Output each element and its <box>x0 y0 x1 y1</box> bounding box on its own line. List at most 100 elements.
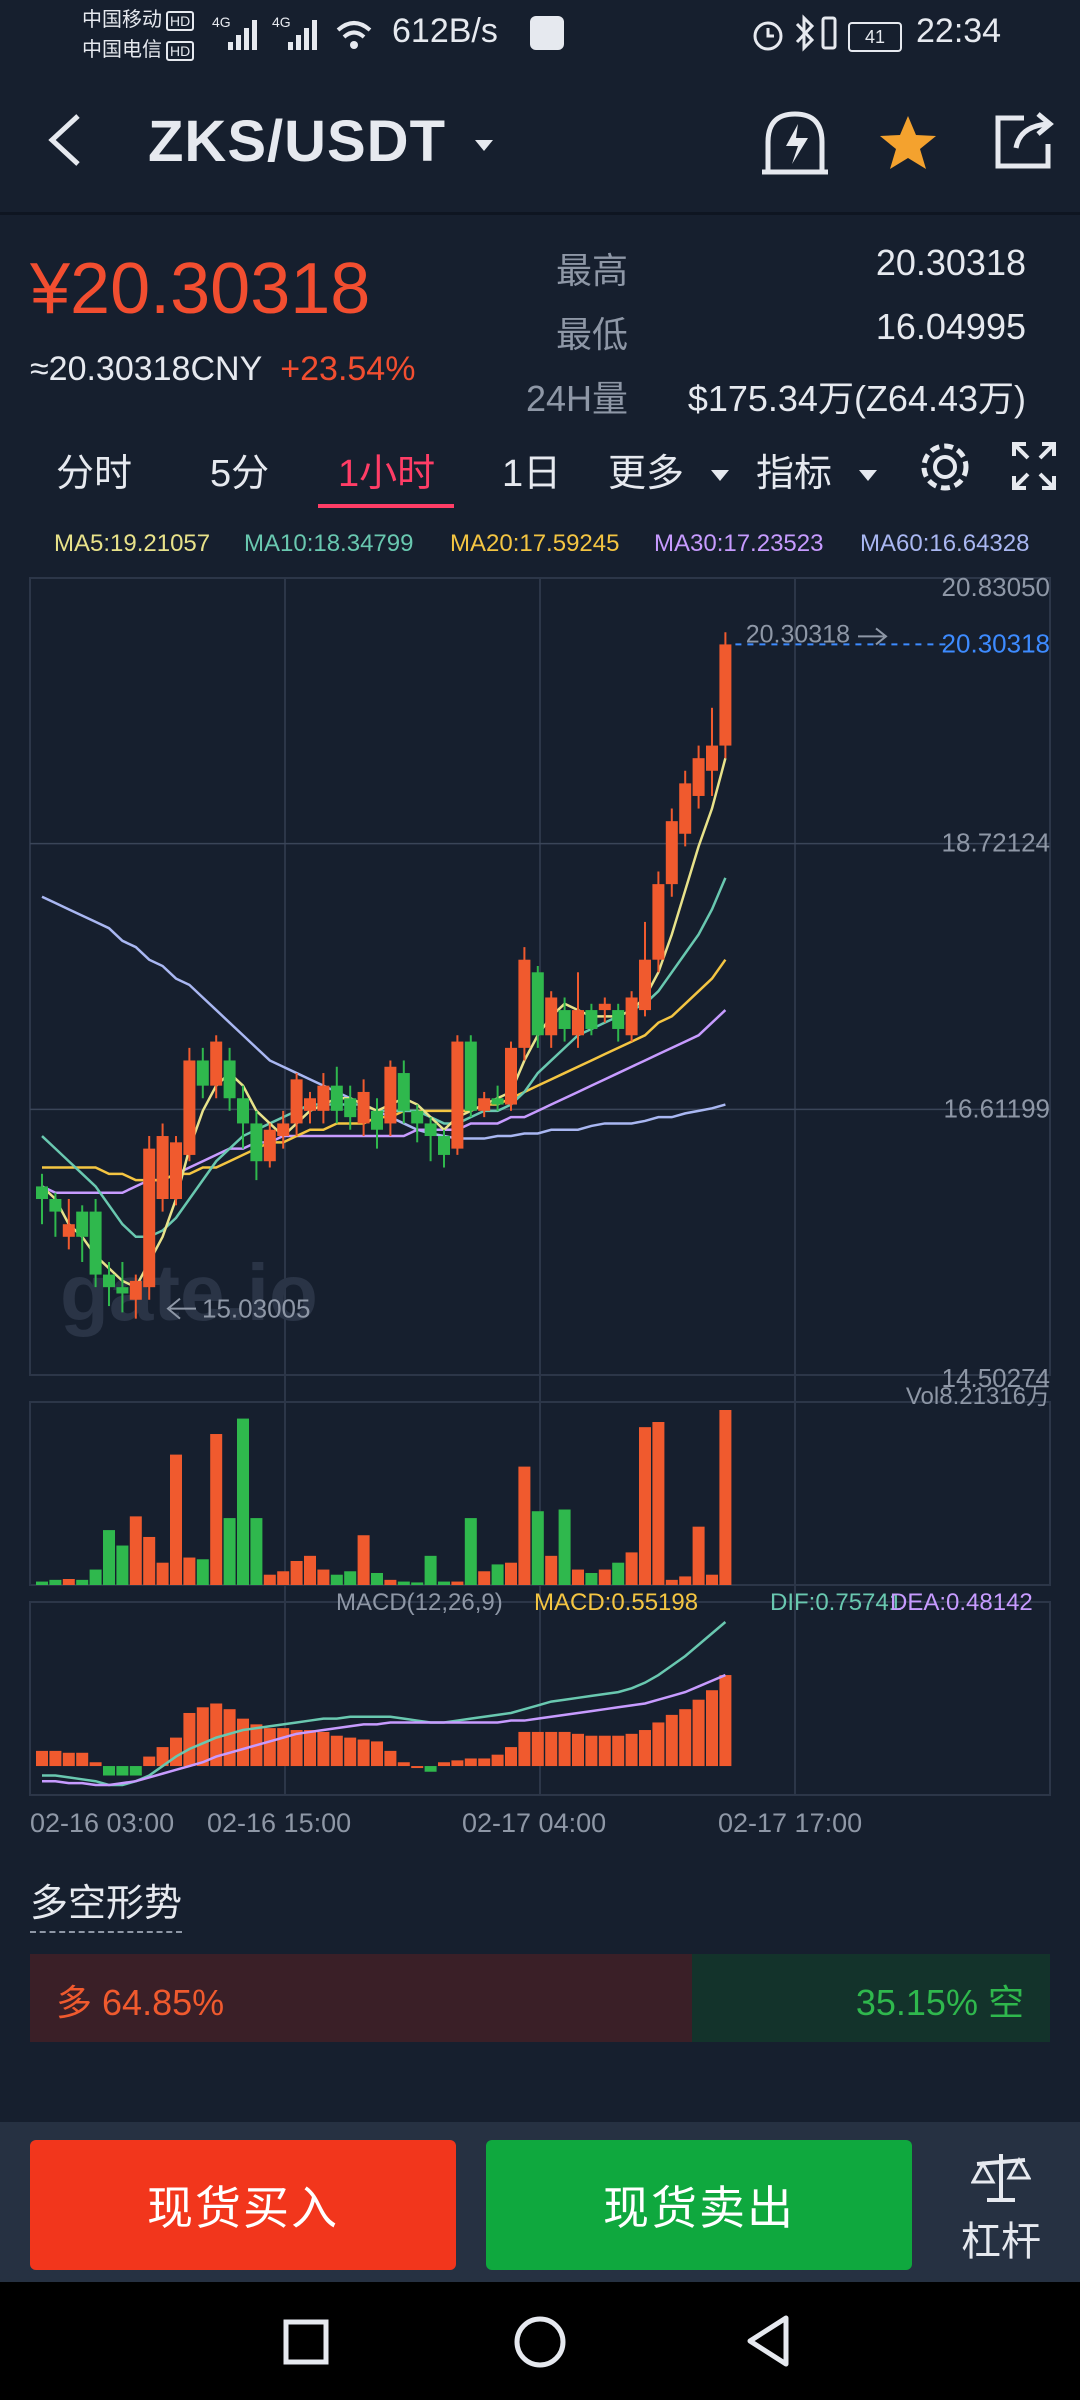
spot-sell-button[interactable]: 现货卖出 <box>486 2140 912 2270</box>
axis-labels: 20.83050 18.72124 16.61199 14.50274 20.30318… <box>30 572 1050 1838</box>
volume-bar <box>62 1578 75 1585</box>
status-bar: 中国移动 HD 中国电信 HD 4G 4G 612B/s 41 22:34 <box>0 0 1080 72</box>
volume-bar <box>330 1574 343 1585</box>
candle-body <box>357 1091 370 1124</box>
settings-gear-icon[interactable] <box>916 438 974 496</box>
low-price-label: 15.03005 <box>202 1294 310 1324</box>
dea-value: DEA:0.48142 <box>890 1589 1033 1616</box>
macd-bar <box>103 1766 115 1776</box>
volume-bar <box>250 1518 263 1585</box>
candle-body <box>384 1066 397 1124</box>
macd-bar <box>183 1712 196 1767</box>
alarm-icon <box>753 21 783 51</box>
macd-bar <box>304 1730 316 1767</box>
macd-bar <box>290 1730 303 1767</box>
volume-bar <box>531 1511 544 1585</box>
candle-body <box>545 997 558 1036</box>
tab-more[interactable]: 更多 <box>608 442 729 497</box>
carrier-2: 中国电信 HD <box>82 36 195 64</box>
macd-bar <box>76 1752 89 1767</box>
candle-body <box>665 821 678 885</box>
x-tick-label: 02-17 04:00 <box>462 1808 606 1838</box>
share-icon[interactable] <box>990 108 1056 174</box>
candle-body <box>438 1136 450 1155</box>
back-nav-icon[interactable] <box>742 2312 794 2370</box>
macd-bar <box>317 1731 330 1767</box>
ma60-line <box>41 895 726 1140</box>
volume-bar <box>290 1560 303 1585</box>
volume-bar <box>317 1569 330 1585</box>
price-change: +23.54% <box>280 350 416 388</box>
macd-bar <box>706 1690 718 1767</box>
chart-grid <box>29 577 1051 1796</box>
high-value: 20.30318 <box>875 242 1026 283</box>
carrier-1: 中国移动 HD <box>82 6 195 34</box>
candle-body <box>719 644 732 746</box>
candle-body <box>237 1098 249 1124</box>
dif-value: DIF:0.75741 <box>770 1589 902 1616</box>
candle-body <box>531 972 544 1036</box>
tab-1hour[interactable]: 1小时 <box>338 453 436 495</box>
macd-bar <box>438 1762 450 1767</box>
macd-bar <box>679 1709 692 1767</box>
leverage-button[interactable]: 杠杆 <box>946 2140 1056 2270</box>
volume-bar <box>223 1518 236 1585</box>
candle-body <box>156 1136 169 1200</box>
fullscreen-icon[interactable] <box>1010 440 1058 492</box>
low-value: 16.04995 <box>875 306 1026 347</box>
volume-bar <box>491 1564 504 1585</box>
spot-buy-button[interactable]: 现货买入 <box>30 2140 456 2270</box>
volume-bar <box>89 1569 102 1585</box>
macd-bar <box>478 1758 491 1767</box>
macd-label: MACD(12,26,9) <box>336 1589 503 1616</box>
macd-bar <box>263 1728 276 1767</box>
back-button[interactable] <box>40 108 90 172</box>
candles <box>36 632 732 1319</box>
candle-body <box>76 1211 89 1237</box>
price-alert-icon[interactable] <box>760 106 830 178</box>
volume-bar <box>545 1555 558 1585</box>
candle-body <box>464 1041 477 1111</box>
last-price-tag: 20.30318 <box>942 628 1050 658</box>
volume-bar <box>183 1557 196 1585</box>
candle-body <box>129 1280 142 1300</box>
kline-chart[interactable]: gate.io 20.8305018.7212416.6119914.50274… <box>0 560 1080 1850</box>
macd-bar <box>143 1756 156 1767</box>
home-icon[interactable] <box>512 2314 568 2370</box>
battery-icon: 41 <box>848 22 902 52</box>
volume-bar <box>304 1555 316 1585</box>
ma60-legend: MA60:16.64328 <box>860 530 1030 557</box>
candle-body <box>183 1060 196 1155</box>
price-subline: ≈20.30318CNY +23.54% <box>30 350 415 389</box>
high-label: 最高 <box>556 250 629 291</box>
macd-bar <box>491 1754 504 1767</box>
x-tick-label: 02-17 17:00 <box>718 1808 862 1838</box>
candle-body <box>639 959 651 1011</box>
volume-bar <box>706 1574 718 1585</box>
macd-bar <box>505 1747 517 1767</box>
volume-bar <box>451 1581 464 1585</box>
pair-selector[interactable]: ZKS/USDT <box>148 108 494 175</box>
volume-bar <box>719 1410 732 1585</box>
tab-indicators[interactable]: 指标 <box>756 442 877 497</box>
candle-body <box>344 1098 357 1118</box>
signal-icon-2 <box>288 20 317 50</box>
candle-body <box>397 1073 410 1111</box>
favorite-star-icon[interactable] <box>876 112 940 174</box>
recent-apps-icon[interactable] <box>282 2318 330 2366</box>
y-tick-label: 20.83050 <box>942 572 1050 602</box>
tab-1day[interactable]: 1日 <box>502 453 562 495</box>
macd-bar <box>719 1675 732 1767</box>
macd-bar <box>652 1722 665 1767</box>
macd-bar <box>612 1735 625 1767</box>
y-tick-label: 14.50274 <box>942 1363 1050 1393</box>
volume-bar <box>263 1574 276 1585</box>
low-label: 最低 <box>556 314 629 355</box>
tab-timeline[interactable]: 分时 <box>56 453 133 495</box>
ma5-line <box>41 757 727 1289</box>
candle-body <box>491 1098 504 1105</box>
macd-bar <box>451 1760 464 1767</box>
tab-5min[interactable]: 5分 <box>210 453 270 495</box>
volume-bar <box>103 1530 115 1585</box>
volume-value: $175.34万(Z64.43万) <box>687 378 1026 419</box>
